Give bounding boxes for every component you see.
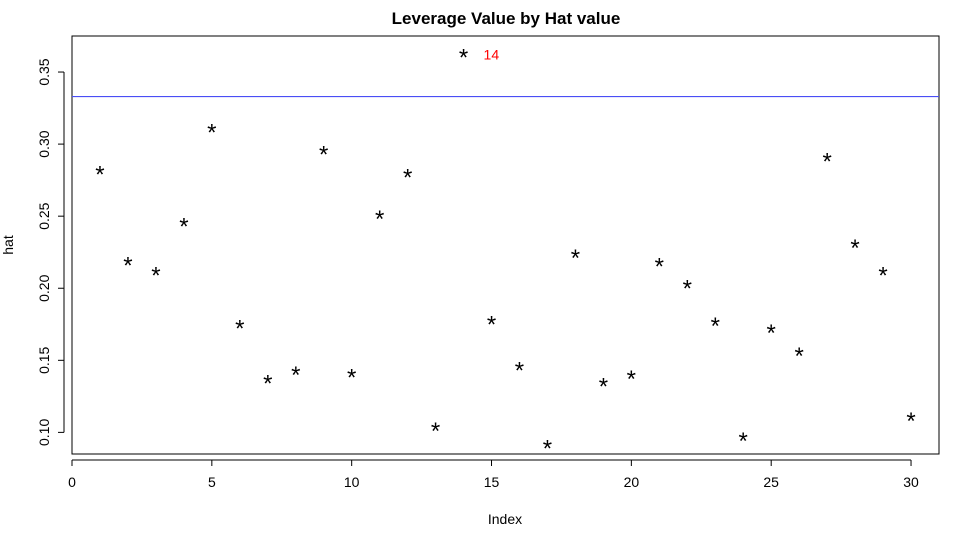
data-point: * xyxy=(794,343,803,370)
data-point: * xyxy=(95,161,104,188)
data-point: * xyxy=(207,120,216,147)
x-tick-label: 20 xyxy=(624,474,640,490)
data-point: * xyxy=(571,245,580,272)
plot-frame xyxy=(71,35,940,455)
x-axis-label: Index xyxy=(488,511,522,527)
data-point: * xyxy=(655,254,664,281)
data-point: * xyxy=(487,311,496,338)
data-point: * xyxy=(711,313,720,340)
data-point: * xyxy=(403,164,412,191)
data-point: * xyxy=(543,435,552,462)
x-tick-label: 10 xyxy=(344,474,360,490)
data-point: * xyxy=(599,373,608,400)
data-point: * xyxy=(291,362,300,389)
y-tick-label: 0.10 xyxy=(36,419,52,446)
y-tick-label: 0.20 xyxy=(36,274,52,301)
y-tick-label: 0.35 xyxy=(36,58,52,85)
x-tick-label: 5 xyxy=(208,474,216,490)
data-point: * xyxy=(515,358,524,385)
data-point: * xyxy=(151,262,160,289)
data-point: * xyxy=(739,428,748,455)
data-point: * xyxy=(263,370,272,397)
y-axis: 0.10 0.15 0.20 0.25 0.30 0.35 xyxy=(36,58,65,446)
annotations: 14 xyxy=(484,47,500,63)
x-tick-label: 25 xyxy=(763,474,779,490)
data-point: * xyxy=(878,262,887,289)
y-tick-label: 0.30 xyxy=(36,130,52,157)
data-point: * xyxy=(179,213,188,240)
data-point: * xyxy=(459,45,468,72)
data-point: * xyxy=(906,408,915,435)
x-tick-label: 15 xyxy=(484,474,500,490)
data-point: * xyxy=(627,366,636,393)
x-axis: 0 5 10 15 20 25 30 xyxy=(68,459,919,490)
data-point: * xyxy=(347,365,356,392)
chart-title: Leverage Value by Hat value xyxy=(392,9,621,28)
data-point: * xyxy=(850,235,859,262)
y-tick-label: 0.15 xyxy=(36,346,52,373)
x-tick-label: 0 xyxy=(68,474,76,490)
data-point: * xyxy=(822,149,831,176)
data-point: * xyxy=(767,320,776,347)
data-point: * xyxy=(431,418,440,445)
data-point: * xyxy=(123,252,132,279)
data-point: * xyxy=(683,275,692,302)
x-tick-label: 30 xyxy=(903,474,919,490)
point-annotation: 14 xyxy=(484,47,500,63)
y-axis-label: hat xyxy=(0,235,16,255)
data-point: * xyxy=(319,141,328,168)
data-point: * xyxy=(375,206,384,233)
data-points: * * * * * * * * * * * * * * * * * * * * * * * * * * * * * * xyxy=(95,45,915,463)
data-point: * xyxy=(235,316,244,343)
y-tick-label: 0.25 xyxy=(36,202,52,229)
